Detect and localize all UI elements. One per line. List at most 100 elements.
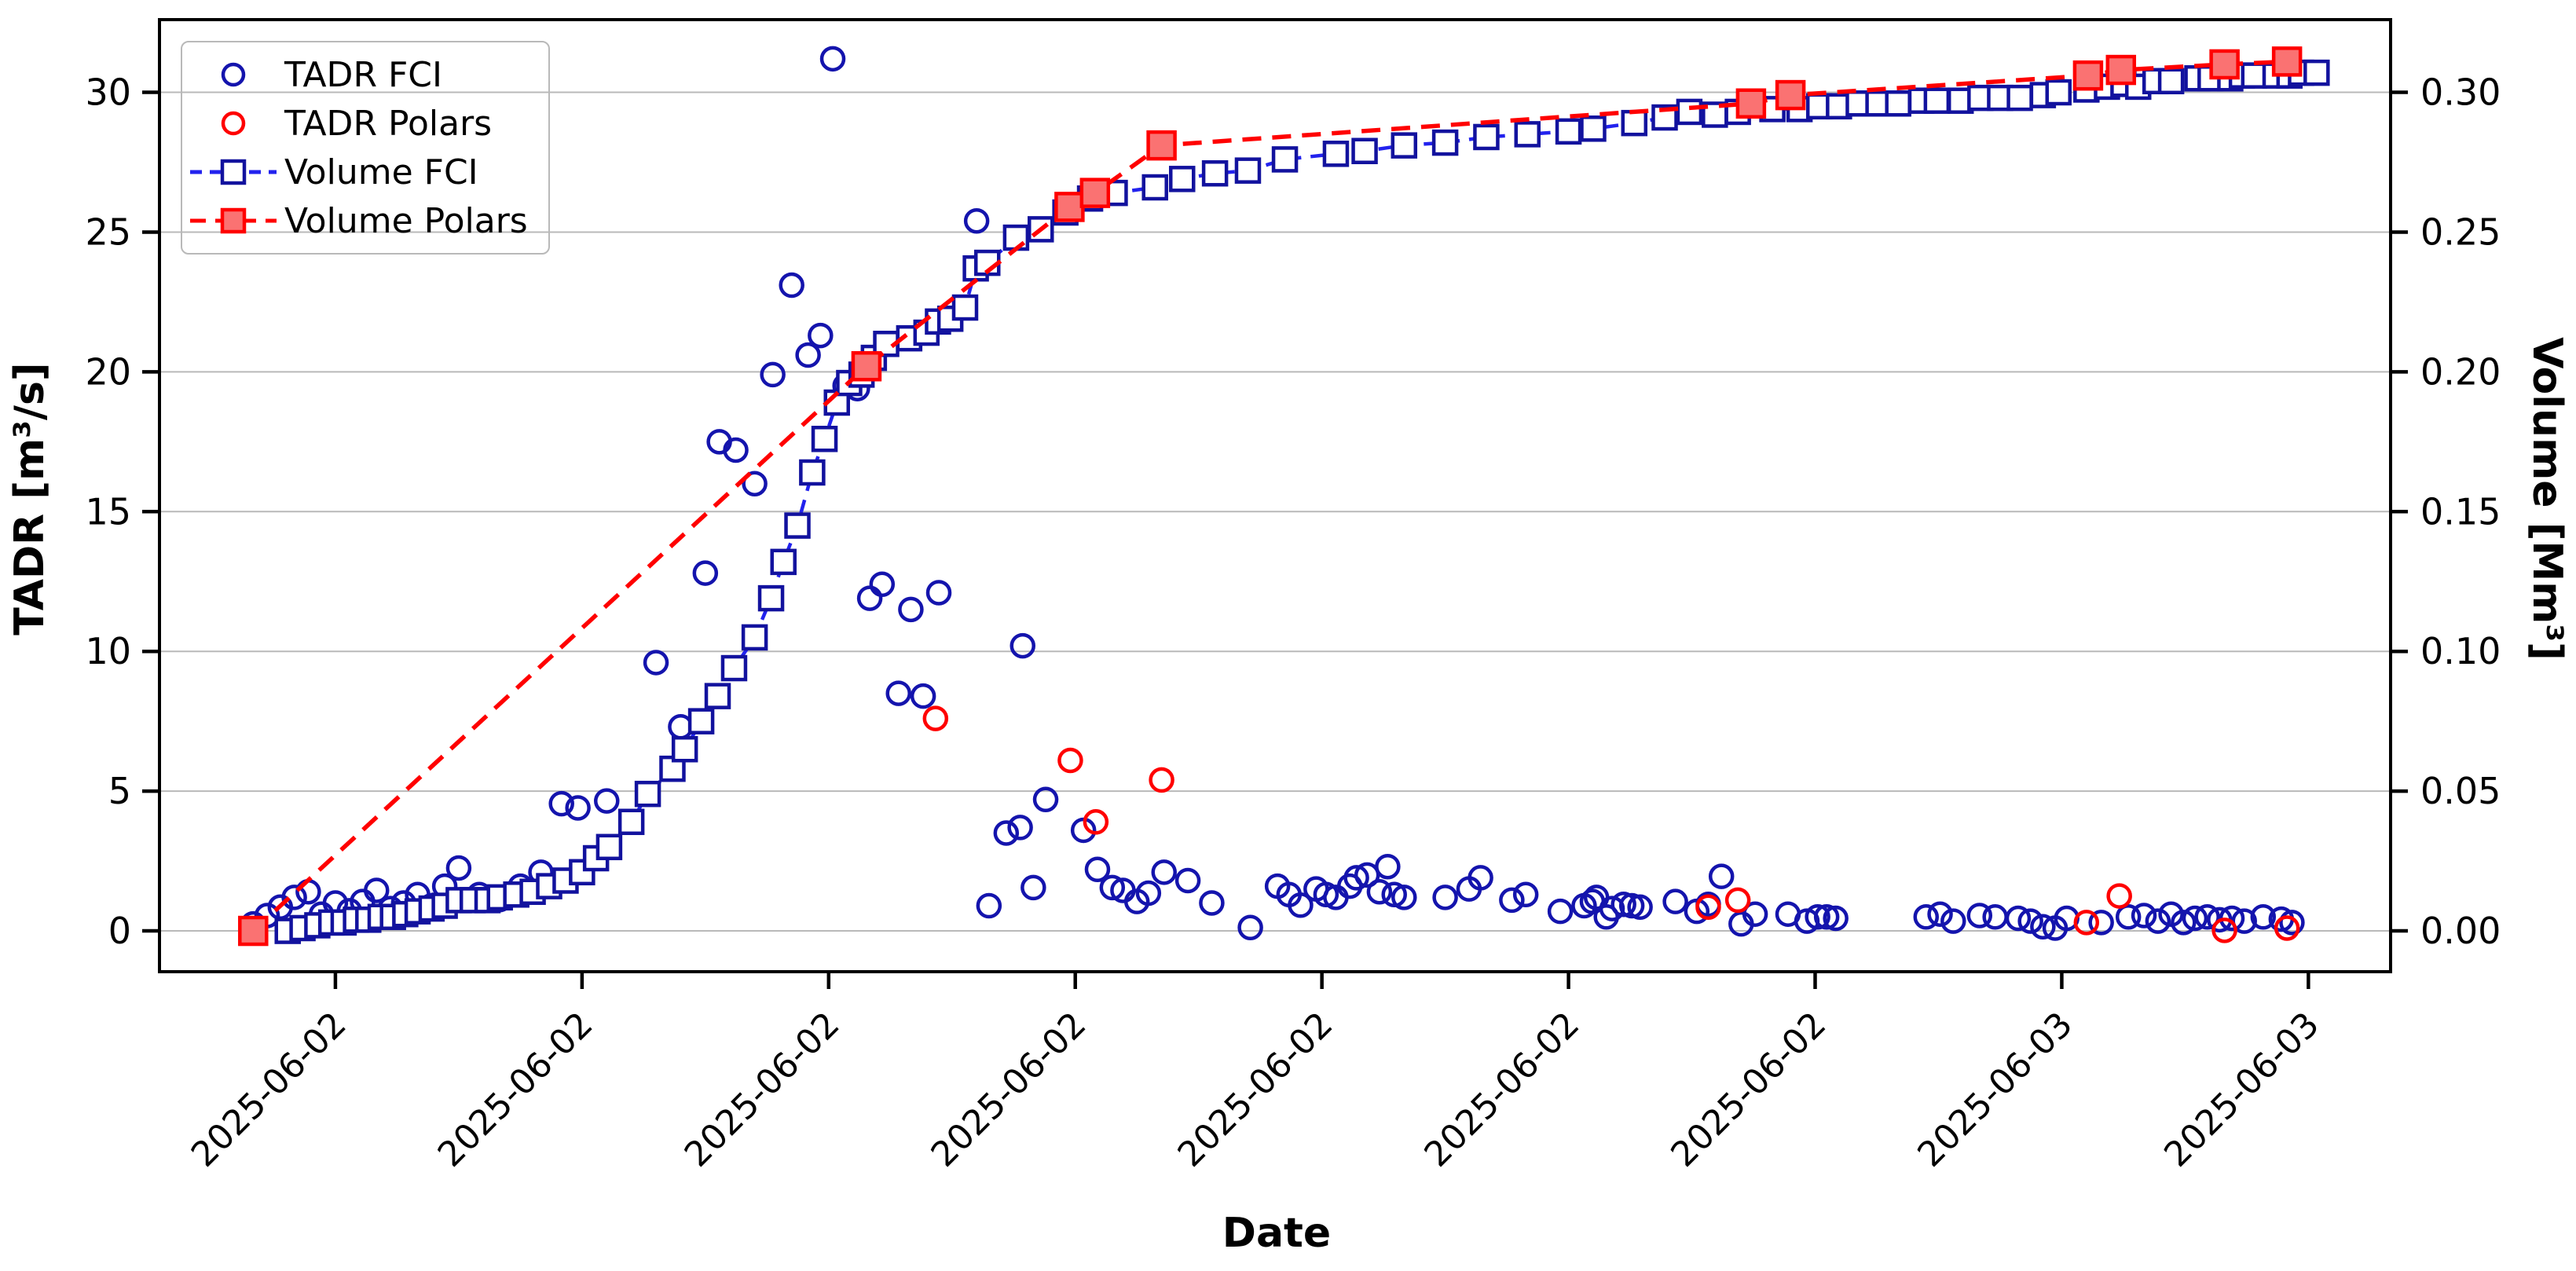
tadr_polars-point — [2211, 918, 2237, 943]
y-axis-label-left: TADR [m³/s] — [6, 362, 53, 636]
volume_fci-point — [704, 683, 731, 709]
tadr_fci-point — [993, 820, 1020, 846]
tadr_fci-point — [1708, 863, 1735, 889]
tadr_fci-point — [1237, 914, 1263, 941]
y-tick-label-left: 25 — [85, 211, 131, 253]
volume_fci-point — [951, 294, 979, 321]
tadr_fci-point — [1007, 815, 1033, 841]
tadr_fci-point — [1135, 880, 1162, 907]
tadr_fci-point — [925, 580, 952, 606]
tadr_fci-point — [643, 650, 669, 676]
y-tick-label-right: 0.25 — [2420, 211, 2501, 253]
tadr_fci-point — [1742, 901, 1768, 927]
tadr_fci-point — [1375, 853, 1401, 880]
y-tick-label-left: 5 — [108, 770, 131, 812]
x-tick-label: 2025-06-02 — [1171, 1005, 1341, 1175]
tadr_polars-point — [2073, 910, 2100, 936]
legend-label: TADR Polars — [284, 103, 493, 144]
tadr_fci-point — [2030, 914, 2056, 940]
volume_polars-point — [1735, 88, 1767, 119]
y-tick-label-left: 10 — [85, 630, 131, 672]
volume_fci-line — [287, 71, 2317, 933]
tadr_fci-point — [885, 680, 911, 706]
tadr_fci-point — [898, 596, 924, 623]
legend-entry-tadr_fci: TADR FCI — [182, 50, 548, 99]
tadr_polars-point — [1724, 887, 1751, 914]
tadr_fci-point — [281, 885, 307, 910]
volume_fci-point — [1322, 141, 1350, 167]
volume_fci-point — [1028, 216, 1054, 243]
tadr_fci-point — [1391, 885, 1417, 910]
volume_fci-point — [2303, 59, 2330, 86]
volume_fci-point — [687, 708, 715, 734]
x-axis-label: Date — [1222, 1210, 1332, 1257]
tadr_fci-point — [1913, 904, 1940, 930]
volume_fci-point — [617, 808, 645, 836]
tadr_fci-point — [2194, 904, 2220, 930]
volume_fci-point — [2157, 68, 2185, 95]
tadr_fci-point — [1313, 881, 1339, 908]
tadr_fci-point — [2250, 904, 2277, 930]
tadr_fci-point — [1966, 903, 1993, 929]
tadr_fci-point — [856, 585, 883, 611]
volume_fci-point — [1271, 146, 1299, 173]
x-tick-label: 2025-06-03 — [2156, 1005, 2327, 1175]
tadr_fci-point — [1468, 865, 1493, 891]
x-tick-label: 2025-06-02 — [431, 1005, 601, 1175]
tadr_fci-point — [1940, 908, 1966, 934]
legend-entry-tadr_polars: TADR Polars — [182, 99, 548, 148]
x-tick-label: 2025-06-02 — [1416, 1005, 1587, 1175]
tadr_fci-point — [2279, 910, 2305, 936]
tadr_fci-point — [1823, 905, 1849, 932]
tadr_polars-point — [922, 705, 949, 731]
legend-entry-volume_polars: Volume Polars — [182, 196, 548, 245]
volume_polars-point — [2072, 60, 2104, 91]
tadr_fci-point — [295, 878, 321, 905]
volume_fci-point — [1923, 87, 1951, 114]
tadr_polars-point — [1695, 894, 1721, 921]
y-tick-label-right: 0.30 — [2420, 71, 2501, 114]
volume_fci-point — [1676, 98, 1703, 126]
volume_fci-point — [1621, 109, 1648, 137]
legend-label: Volume Polars — [284, 200, 528, 241]
tadr_fci-point — [594, 788, 620, 814]
legend: TADR FCI TADR Polars Volume FCI Volume P… — [181, 41, 550, 255]
volume_fci-point — [799, 459, 826, 486]
tadr_polars-point — [1149, 767, 1174, 793]
volume_fci-point — [1351, 137, 1378, 164]
y-tick-label-right: 0.15 — [2420, 490, 2501, 533]
tadr_polars-point — [1083, 809, 1109, 835]
y-tick-label-left: 15 — [85, 490, 131, 533]
volume_polars-point — [1079, 178, 1111, 208]
tadr_fci-point — [779, 272, 804, 299]
tadr_fci-point — [2005, 905, 2032, 932]
tadr_fci-point — [445, 855, 472, 881]
tadr_fci-point — [869, 571, 896, 598]
tadr_fci-point — [1499, 887, 1525, 914]
plot-frame — [158, 18, 2392, 973]
tadr_fci-point — [760, 361, 786, 388]
x-tick-label: 2025-06-02 — [924, 1005, 1094, 1175]
tadr_fci-point — [1032, 786, 1059, 813]
tadr_fci-point — [742, 471, 768, 496]
tadr_fci-point — [2131, 903, 2157, 929]
tadr_fci-point — [1151, 859, 1177, 885]
tadr_fci-point — [1366, 878, 1393, 905]
tadr_polars-point — [2274, 915, 2300, 941]
tadr_fci-point — [1982, 904, 2008, 930]
x-tick-label: 2025-06-03 — [1910, 1005, 2080, 1175]
volume_polars-line — [251, 59, 2288, 933]
tadr_fci-point — [2145, 908, 2171, 934]
volume_fci-point — [1234, 157, 1262, 184]
tadr_fci-point — [1021, 874, 1046, 901]
volume_polars-point — [851, 350, 882, 382]
volume_fci-point — [1580, 115, 1607, 142]
volume_fci-point — [2241, 62, 2268, 89]
tadr_fci-legend-marker-icon — [221, 62, 246, 87]
volume_fci-point — [784, 512, 811, 539]
tadr_fci-point — [1813, 904, 1840, 930]
tadr_polars-point — [2106, 883, 2132, 909]
tadr_polars-point — [1057, 747, 1083, 774]
volume_fci-point — [811, 426, 838, 452]
tadr_fci-point — [1010, 632, 1035, 659]
